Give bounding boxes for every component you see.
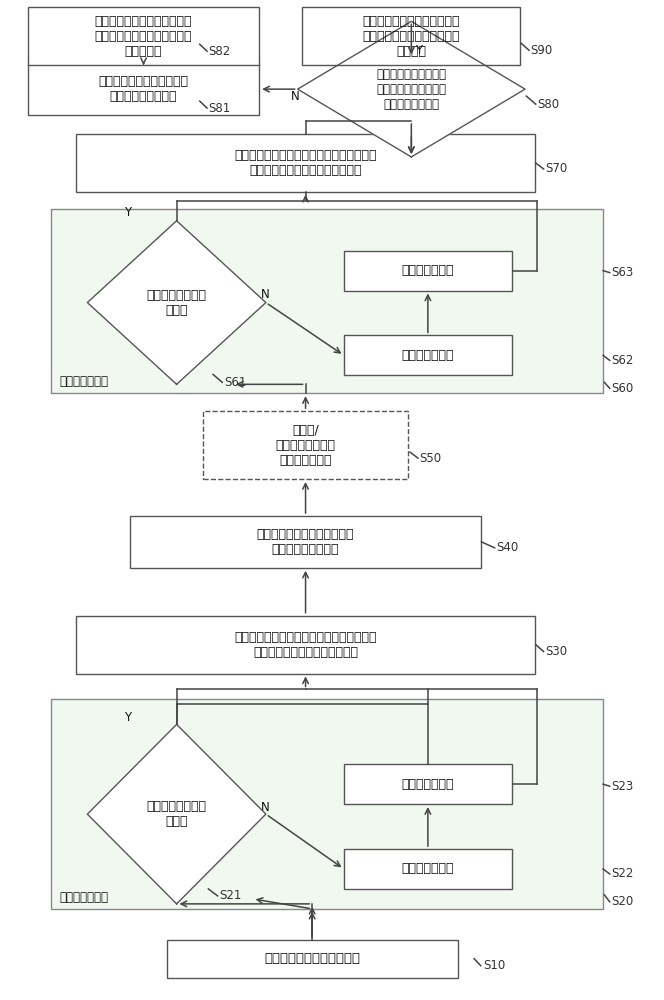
FancyBboxPatch shape: [343, 335, 512, 375]
Text: Y: Y: [124, 711, 131, 724]
Text: S20: S20: [611, 895, 633, 908]
Text: 获取停车场地图: 获取停车场地图: [402, 778, 454, 791]
Text: 在预先获取的停车场地图上记
录所述停车位的位置: 在预先获取的停车场地图上记 录所述停车位的位置: [257, 528, 355, 556]
Text: S50: S50: [419, 452, 442, 465]
FancyBboxPatch shape: [343, 251, 512, 291]
Text: S23: S23: [611, 780, 633, 793]
FancyBboxPatch shape: [28, 63, 259, 115]
Text: 判断是否连入停车
场内网: 判断是否连入停车 场内网: [147, 800, 207, 828]
FancyBboxPatch shape: [343, 849, 512, 889]
Polygon shape: [88, 221, 266, 384]
FancyBboxPatch shape: [51, 699, 603, 909]
Text: S60: S60: [611, 382, 633, 395]
FancyBboxPatch shape: [343, 764, 512, 804]
Text: 判断在预先获取的停车
场地图上是否有所述记
录的停车位的位置: 判断在预先获取的停车 场地图上是否有所述记 录的停车位的位置: [376, 68, 446, 111]
Text: S61: S61: [224, 376, 246, 389]
Text: S30: S30: [545, 645, 567, 658]
Text: S82: S82: [208, 45, 230, 58]
Text: 解析所述二维码: 解析所述二维码: [59, 891, 108, 904]
FancyBboxPatch shape: [76, 134, 535, 192]
Text: 根据所述当前所在的位置和所
述获取的空停车位的位置，进
行路线导航: 根据所述当前所在的位置和所 述获取的空停车位的位置，进 行路线导航: [95, 15, 193, 58]
Text: S22: S22: [611, 867, 633, 880]
Polygon shape: [88, 724, 266, 904]
Text: 根据所述解析的二维码信息在预先获取的停
车场地图定位所述当前所在的位置: 根据所述解析的二维码信息在预先获取的停 车场地图定位所述当前所在的位置: [234, 149, 376, 177]
Text: S90: S90: [531, 44, 552, 57]
Text: 根据所述当前所在的位置和所
述记录的停车位的位置，进行
路线导航: 根据所述当前所在的位置和所 述记录的停车位的位置，进行 路线导航: [363, 15, 460, 58]
Text: S63: S63: [611, 266, 633, 279]
Text: 获取停车场地图: 获取停车场地图: [402, 264, 454, 277]
FancyBboxPatch shape: [167, 940, 457, 978]
FancyBboxPatch shape: [76, 616, 535, 674]
Text: S62: S62: [611, 354, 633, 367]
Text: 根据所述解析的二维码信息在预先获取的停
车场地图定位所述停车位的位置: 根据所述解析的二维码信息在预先获取的停 车场地图定位所述停车位的位置: [234, 631, 376, 659]
Text: S81: S81: [208, 102, 230, 115]
Text: N: N: [261, 801, 270, 814]
Text: S70: S70: [545, 162, 567, 175]
FancyBboxPatch shape: [302, 7, 521, 65]
Text: 在预先获取的停车场地图上
获取空停车位的位置: 在预先获取的停车场地图上 获取空停车位的位置: [98, 75, 189, 103]
Text: S80: S80: [537, 98, 559, 111]
Text: N: N: [261, 288, 270, 301]
Text: 判断是否连入停车
场内网: 判断是否连入停车 场内网: [147, 289, 207, 317]
FancyBboxPatch shape: [51, 209, 603, 393]
Text: N: N: [291, 90, 299, 103]
Text: Y: Y: [414, 44, 422, 57]
Text: 停车后扫描停车位的二维码: 停车后扫描停车位的二维码: [264, 952, 360, 965]
Text: S40: S40: [496, 541, 518, 554]
Text: Y: Y: [124, 206, 131, 219]
FancyBboxPatch shape: [28, 7, 259, 65]
Polygon shape: [297, 21, 525, 157]
Text: 停车前/
取车时扫描当前所
在位置的二维码: 停车前/ 取车时扫描当前所 在位置的二维码: [276, 424, 335, 467]
FancyBboxPatch shape: [130, 516, 481, 568]
FancyBboxPatch shape: [203, 411, 408, 479]
Text: 连接停车场内网: 连接停车场内网: [402, 862, 454, 875]
Text: 解析所述二维码: 解析所述二维码: [59, 375, 108, 388]
Text: S21: S21: [220, 889, 242, 902]
Text: S10: S10: [483, 959, 505, 972]
Text: 连接停车场内网: 连接停车场内网: [402, 349, 454, 362]
